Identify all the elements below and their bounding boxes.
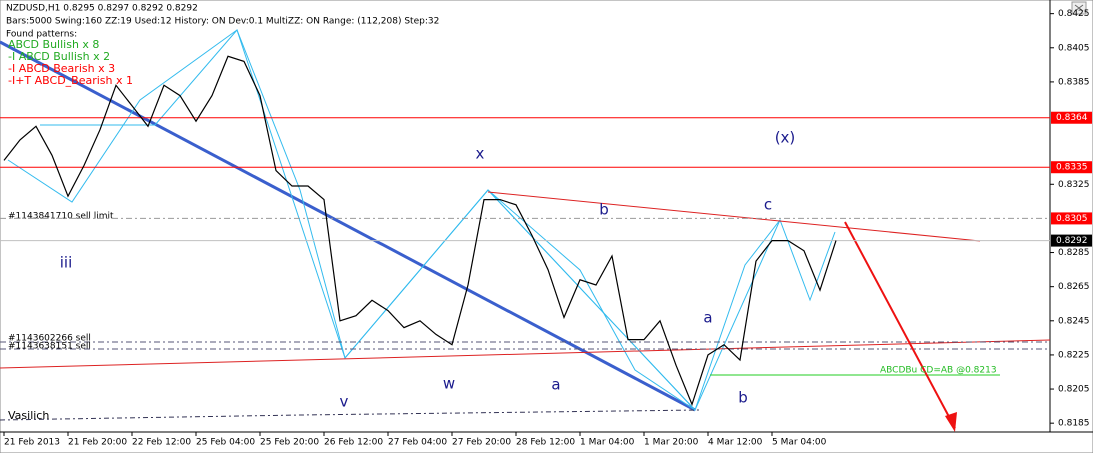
wave-label: a [551,376,560,394]
y-tick-label: 0.8285 [1058,248,1090,258]
wave-label: (x) [775,129,796,147]
resistance-line [487,191,981,242]
wave-label: c [764,196,772,214]
pattern-entry: -I ABCD Bearish x 3 [8,62,115,75]
y-tick-label: 0.8205 [1058,385,1090,395]
arrow-head [945,412,957,432]
y-tick-label: 0.8185 [1058,419,1090,429]
time-label: 21 Feb 2013 [4,438,60,448]
time-label: 28 Feb 12:00 [516,438,575,448]
settings-line: Bars:5000 Swing:160 ZZ:19 Used:12 Histor… [6,17,439,27]
pattern-entry: -I ABCD Bullish x 2 [8,50,110,63]
order-label: #1143602266 sell [8,334,91,344]
time-label: 27 Feb 20:00 [452,438,511,448]
author: Vasilich [8,409,49,422]
wave-label: v [340,393,349,411]
y-tick-label: 0.8405 [1058,43,1090,53]
y-tick-label: 0.8225 [1058,350,1090,360]
pattern-entry: -I+T ABCD_Bearish x 1 [8,74,133,87]
wave-label: x [476,145,485,163]
y-tick-label: 0.8245 [1058,316,1090,326]
current-price-box [1051,234,1092,247]
support-line [0,339,1051,369]
time-label: 25 Feb 04:00 [196,438,255,448]
order-label: #1143841710 sell limit [8,212,114,222]
time-label: 27 Feb 04:00 [388,438,447,448]
time-label: 21 Feb 20:00 [68,438,127,448]
time-label: 5 Mar 04:00 [772,438,827,448]
level-label: 0.8335 [1056,163,1088,173]
y-tick-label: 0.8265 [1058,282,1090,292]
price-line [3,55,837,407]
level-box [1051,111,1092,124]
wave-label: w [443,375,455,393]
level-box [1051,212,1092,225]
y-tick-label: 0.8385 [1058,77,1090,87]
pattern-entry: ABCD Bullish x 8 [8,38,99,51]
arrow [844,221,956,429]
time-label: 26 Feb 12:00 [324,438,383,448]
author-line [0,409,701,421]
time-label: 1 Mar 20:00 [644,438,699,448]
current-price-label: 0.8292 [1056,236,1088,246]
time-label: 1 Mar 04:00 [580,438,635,448]
time-label: 22 Feb 12:00 [132,438,191,448]
level-box [1051,161,1092,174]
wave-label: b [599,201,609,219]
level-label: 0.8305 [1056,214,1088,224]
time-label: 4 Mar 12:00 [708,438,763,448]
y-tick-label: 0.8325 [1058,180,1090,190]
wave-label: b [738,389,748,407]
close-button[interactable] [1071,1,1087,15]
order-label: #1143638151 sell [8,342,91,352]
y-tick-label: 0.8425 [1058,9,1090,19]
wave-label: iii [60,254,73,272]
pattern-label: ABCDBu CD=AB @0.8213 [880,366,997,376]
wave-label: a [703,309,712,327]
symbol-line: NZDUSD,H1 0.8295 0.8297 0.8292 0.8292 [6,4,198,14]
time-label: 25 Feb 20:00 [260,438,319,448]
zigzag-3 [487,189,696,411]
level-label: 0.8364 [1056,113,1088,123]
found-label: Found patterns: [6,30,77,40]
